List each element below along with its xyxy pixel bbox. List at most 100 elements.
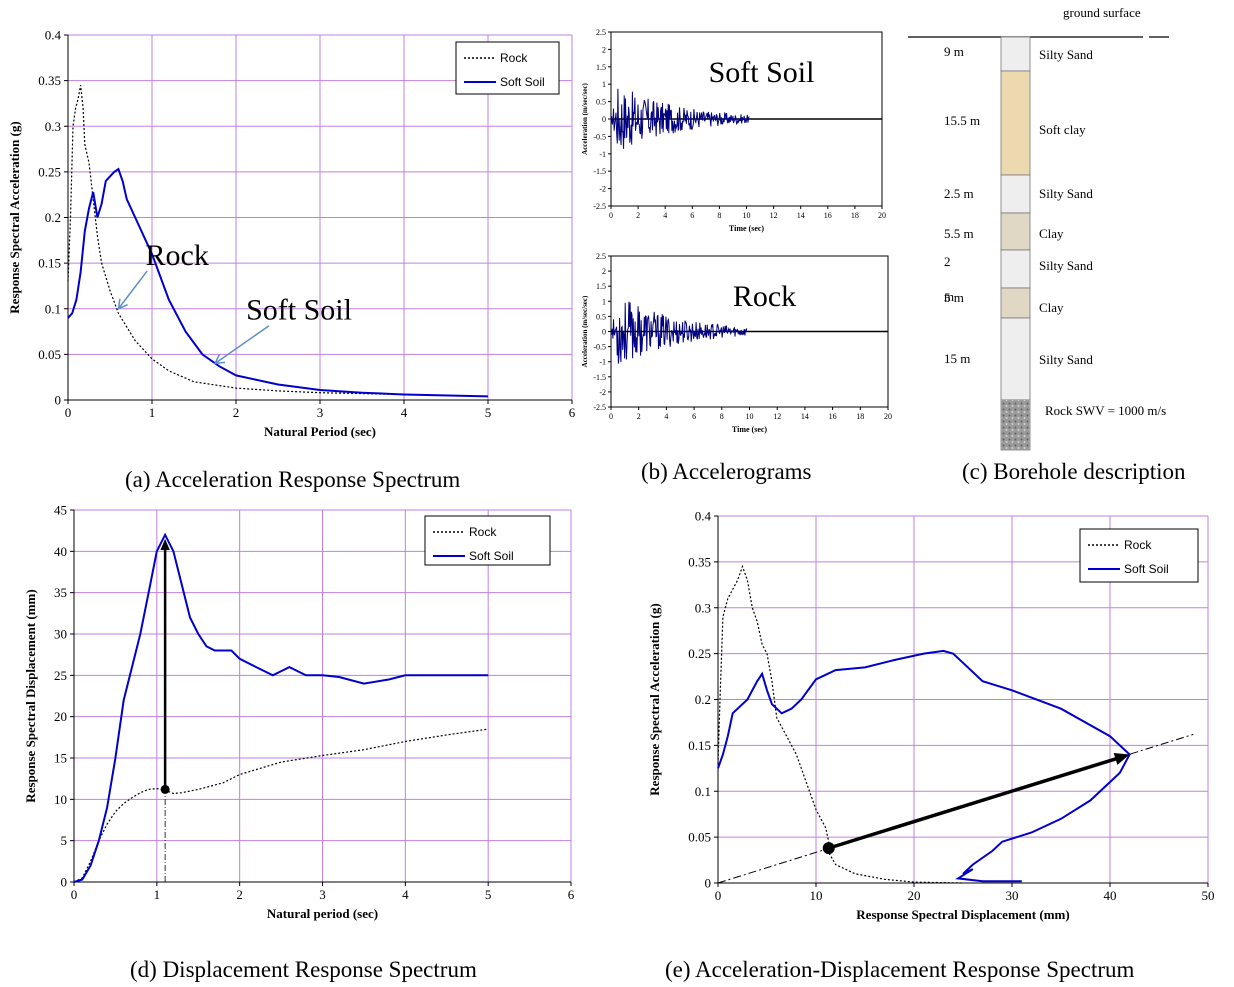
b1-x-tick-label-9: 18 — [851, 211, 859, 220]
borehole-layer-5 — [1000, 287, 1031, 319]
b2-x-tick-label-4: 8 — [720, 412, 724, 421]
borehole-ground-label: ground surface — [1063, 5, 1141, 20]
d-y-axis-title: Response Spectral Displacement (mm) — [23, 589, 38, 802]
caption-d: (d) Displacement Response Spectrum — [130, 957, 477, 982]
borehole-thickness-4: 2 — [944, 254, 951, 269]
a-annotation-arrow-0 — [117, 270, 148, 310]
b1-x-tick-label-6: 12 — [770, 211, 778, 220]
d-x-tick-label-0: 0 — [71, 887, 78, 902]
d-y-tick-label-1: 5 — [61, 833, 68, 848]
d-y-tick-label-3: 15 — [54, 751, 67, 766]
b2-x-tick-label-3: 6 — [692, 412, 696, 421]
borehole-layer-1 — [1000, 70, 1031, 176]
e-y-tick-label-7: 0.35 — [688, 554, 711, 569]
a-x-axis-title: Natural Period (sec) — [264, 424, 376, 439]
e-y-tick-label-5: 0.25 — [688, 646, 711, 661]
a-y-tick-label-4: 0.2 — [45, 210, 61, 225]
borehole-thickness-3: 5.5 m — [944, 226, 974, 241]
b1-y-tick-label-3: -1 — [599, 150, 606, 159]
borehole-layer-name-1: Soft clay — [1039, 122, 1086, 137]
b1-y-tick-label-7: 1 — [602, 80, 606, 89]
b2-x-tick-label-2: 4 — [664, 412, 668, 421]
a-x-tick-label-5: 5 — [485, 405, 492, 420]
b1-x-tick-label-2: 4 — [663, 211, 667, 220]
chart-e-acceleration-displacement-spectrum: 0 10 20 30 40 50 0 0.05 0.1 0.15 0.2 0.25 0.3 0.35 0.4… — [647, 509, 1215, 922]
b1-y-tick-label-8: 1.5 — [596, 63, 606, 72]
b1-y-tick-label-0: -2.5 — [593, 202, 606, 211]
borehole-thickness-2: 2.5 m — [944, 186, 974, 201]
borehole-layer-name-0: Silty Sand — [1039, 47, 1093, 62]
a-y-tick-label-5: 0.25 — [38, 164, 61, 179]
d-x-tick-label-2: 2 — [236, 887, 243, 902]
b1-x-tick-label-7: 14 — [797, 211, 805, 220]
borehole-thickness-0: 9 m — [944, 44, 964, 59]
a-y-tick-label-8: 0.4 — [45, 28, 62, 43]
e-y-tick-label-1: 0.05 — [688, 830, 711, 845]
borehole-thickness-6: 15 m — [944, 351, 970, 366]
borehole-layer-0 — [1000, 36, 1031, 72]
caption-c: (c) Borehole description — [962, 459, 1186, 484]
d-y-tick-label-2: 10 — [54, 792, 67, 807]
a-y-axis-title: Response Spectral Acceleration (g) — [7, 121, 22, 313]
d-arrowhead — [160, 538, 170, 550]
a-annotation-arrow-1 — [214, 325, 270, 365]
d-x-tick-label-6: 6 — [568, 887, 575, 902]
d-y-tick-label-6: 30 — [54, 627, 67, 642]
a-series-soft-soil — [67, 167, 489, 398]
b2-y-tick-label-0: -2.5 — [593, 403, 606, 412]
b2-y-tick-label-2: -1.5 — [593, 373, 606, 382]
b2-y-axis-title: Acceleration (m/sec/sec) — [581, 295, 589, 367]
a-y-tick-label-0: 0 — [55, 393, 62, 408]
e-series-rock — [717, 564, 964, 884]
e-y-axis-title: Response Spectral Acceleration (g) — [647, 603, 662, 795]
b1-y-tick-label-2: -1.5 — [593, 167, 606, 176]
b2-y-tick-label-4: -0.5 — [593, 343, 606, 352]
d-y-tick-label-5: 25 — [54, 668, 67, 683]
b2-y-tick-label-3: -1 — [599, 358, 606, 367]
a-y-tick-label-7: 0.35 — [38, 73, 61, 88]
d-x-tick-label-1: 1 — [154, 887, 161, 902]
e-arrow-line — [828, 755, 1121, 850]
b1-x-tick-label-8: 16 — [824, 211, 832, 220]
e-x-tick-label-5: 50 — [1202, 888, 1215, 903]
b2-y-tick-label-1: -2 — [599, 388, 606, 397]
caption-b: (b) Accelerograms — [641, 459, 812, 484]
e-series-soft-soil — [717, 649, 1131, 883]
b2-y-tick-label-10: 2.5 — [596, 252, 606, 261]
d-x-axis-title: Natural period (sec) — [267, 906, 378, 921]
b1-x-tick-label-5: 10 — [743, 211, 751, 220]
a-x-tick-label-0: 0 — [65, 405, 72, 420]
borehole-thickness-5: 5 m — [944, 290, 964, 305]
e-x-axis-title: Response Spectral Displacement (mm) — [856, 907, 1069, 922]
a-y-tick-label-2: 0.1 — [45, 301, 61, 316]
b1-y-axis-title: Acceleration (m/sec/sec) — [581, 82, 589, 154]
b1-x-tick-label-1: 2 — [636, 211, 640, 220]
borehole-rock-texture — [1001, 400, 1030, 450]
borehole-layer-2 — [1000, 174, 1031, 214]
borehole-layer-name-6: Silty Sand — [1039, 352, 1093, 367]
a-y-tick-label-6: 0.3 — [45, 119, 61, 134]
b1-y-tick-label-1: -2 — [599, 185, 606, 194]
caption-a: (a) Acceleration Response Spectrum — [125, 467, 460, 492]
borehole-stray-unit: m — [944, 289, 954, 304]
a-annotation-label-1: Soft Soil — [246, 294, 352, 327]
borehole-layer-name-7: Rock SWV = 1000 m/s — [1045, 403, 1166, 418]
d-series-soft-soil — [73, 532, 489, 883]
e-x-tick-label-0: 0 — [715, 888, 722, 903]
b2-x-tick-label-1: 2 — [637, 412, 641, 421]
a-legend-box — [455, 41, 560, 95]
b1-x-tick-label-4: 8 — [717, 211, 721, 220]
b1-y-tick-label-4: -0.5 — [593, 132, 606, 141]
a-legend-label-0: Rock — [500, 51, 528, 65]
b2-y-tick-label-6: 0.5 — [596, 312, 606, 321]
a-x-tick-label-3: 3 — [317, 405, 324, 420]
b2-y-tick-label-5: 0 — [602, 328, 606, 337]
b2-x-tick-label-5: 10 — [746, 412, 754, 421]
b2-x-tick-label-7: 14 — [801, 412, 809, 421]
a-annotation-label-0: Rock — [146, 239, 209, 272]
borehole-layer-name-2: Silty Sand — [1039, 186, 1093, 201]
a-x-tick-label-2: 2 — [233, 405, 240, 420]
borehole-diagram: ground surface 9 m Silty Sand 15.5 m Soft cl… — [908, 5, 1169, 451]
d-y-tick-label-4: 20 — [54, 709, 67, 724]
